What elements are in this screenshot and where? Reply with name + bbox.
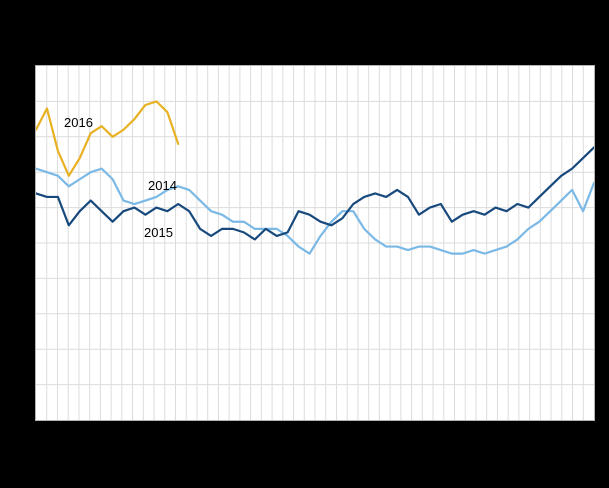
series-label-2015: 2015 — [144, 225, 173, 240]
plot-area: 2016 2014 2015 — [35, 65, 595, 421]
series-label-2016: 2016 — [64, 115, 93, 130]
line-chart — [36, 66, 594, 420]
series-label-2014: 2014 — [148, 178, 177, 193]
